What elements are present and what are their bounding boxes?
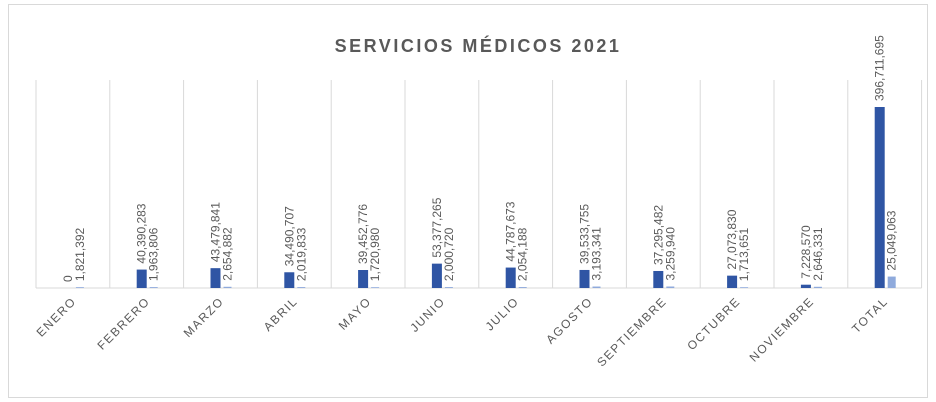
bar xyxy=(653,270,664,288)
data-label: 43,479,841 xyxy=(209,202,223,262)
bar xyxy=(284,272,295,288)
bar xyxy=(371,287,380,288)
data-label: 39,533,755 xyxy=(578,204,592,264)
chart-title: SERVICIOS MÉDICOS 2021 xyxy=(335,35,622,56)
data-label: 44,787,673 xyxy=(504,201,518,261)
data-label: 7,228,570 xyxy=(799,225,813,279)
bar xyxy=(223,286,232,288)
data-label: 37,295,482 xyxy=(651,205,665,265)
bar xyxy=(210,268,221,288)
data-label: 2,000,720 xyxy=(442,227,456,281)
bar xyxy=(813,286,822,288)
bar xyxy=(136,269,147,288)
bar xyxy=(358,269,369,288)
bar xyxy=(887,276,896,288)
data-label: 2,019,833 xyxy=(294,227,308,281)
data-label: 2,654,882 xyxy=(221,227,235,281)
data-label: 2,646,331 xyxy=(811,227,825,281)
bar xyxy=(149,287,158,288)
data-label: 53,377,265 xyxy=(430,197,444,257)
data-label: 0 xyxy=(61,275,75,282)
bar xyxy=(297,287,306,288)
bar xyxy=(800,284,811,288)
data-label: 40,390,283 xyxy=(135,203,149,263)
bar xyxy=(444,287,453,288)
data-label: 2,054,188 xyxy=(516,227,530,281)
bar xyxy=(75,287,84,288)
data-label: 1,720,980 xyxy=(368,228,382,282)
data-label: 3,193,341 xyxy=(590,227,604,281)
data-label: 3,259,940 xyxy=(663,227,677,281)
data-label: 25,049,063 xyxy=(885,210,899,270)
bar xyxy=(518,287,527,288)
data-label: 27,073,830 xyxy=(725,209,739,269)
bar xyxy=(579,269,590,288)
data-label: 396,711,695 xyxy=(873,35,887,101)
bar xyxy=(874,107,885,288)
data-label: 1,963,806 xyxy=(147,227,161,281)
data-label: 1,713,651 xyxy=(737,228,751,282)
bar xyxy=(666,286,675,288)
chart-border xyxy=(8,4,928,398)
data-label: 39,452,776 xyxy=(356,204,370,264)
data-label: 34,490,707 xyxy=(282,206,296,266)
bar xyxy=(431,263,442,288)
bar xyxy=(592,286,601,288)
bar xyxy=(505,267,516,288)
data-label: 1,821,392 xyxy=(73,227,87,281)
bar xyxy=(727,275,738,288)
bar xyxy=(740,287,749,288)
